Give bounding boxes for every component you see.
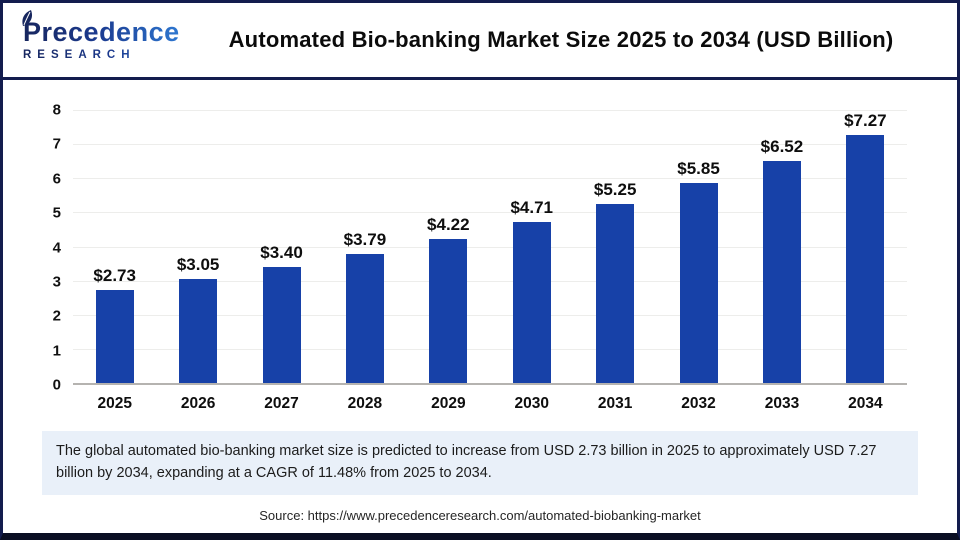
gridline: [73, 246, 907, 248]
bar-cell-2031: $5.25: [573, 110, 656, 383]
gridline: [73, 178, 907, 180]
x-tick-label-2031: 2031: [597, 395, 633, 412]
chart-title: Automated Bio-banking Market Size 2025 t…: [228, 27, 894, 52]
bar-cell-2027: $3.40: [240, 110, 323, 383]
gridline: [73, 110, 907, 111]
y-tick-label: 0: [52, 376, 61, 394]
bar-2029: [429, 239, 468, 383]
header-divider: [3, 77, 957, 80]
x-axis: 2025 2026 2027 2028 2029 2030 2031 2032 2033 2034: [73, 395, 907, 413]
gridline: [73, 280, 907, 282]
plot-area: $2.73 $3.05 $3.40 $3.79 $4.22 $4.71 $5.25 $5.85…: [73, 110, 907, 385]
y-tick-label: 8: [52, 101, 61, 119]
x-tick-label-2025: 2025: [97, 395, 132, 412]
bar-value-label-2033: $6.52: [760, 136, 804, 156]
bar-cell-2032: $5.85: [657, 110, 740, 383]
bar-cell-2028: $3.79: [323, 110, 406, 383]
bar-cell-2025: $2.73: [73, 110, 156, 383]
y-tick-label: 3: [52, 273, 61, 291]
source-text: Source: https://www.precedenceresearch.c…: [259, 507, 701, 523]
bar-value-label-2034: $7.27: [844, 110, 887, 130]
plot-column: $2.73 $3.05 $3.40 $3.79 $4.22 $4.71 $5.25 $5.85…: [73, 110, 907, 413]
gridline: [73, 212, 907, 214]
y-tick-label: 2: [52, 307, 61, 325]
leaf-icon: [21, 10, 36, 33]
x-tick-label-2032: 2032: [681, 395, 716, 412]
bar-2030: [512, 222, 551, 383]
header: Precedence RESEARCH Automated Bio-bankin…: [3, 3, 957, 77]
bar-chart: 0 1 2 3 4 5 6 7 8 $2.73 $3.05 $3.40 $3.79 $4.22 $4.71…: [3, 80, 957, 413]
bar-cell-2034: $7.27: [824, 110, 907, 383]
bar-2025: [95, 289, 134, 383]
gridline: [73, 314, 907, 316]
precedence-research-logo: Precedence RESEARCH: [19, 10, 187, 61]
x-tick-label-2026: 2026: [180, 395, 216, 412]
bar-2027: [262, 266, 301, 383]
y-tick-label: 7: [52, 135, 61, 153]
bars-row: $2.73 $3.05 $3.40 $3.79 $4.22 $4.71 $5.25 $5.85…: [73, 110, 907, 383]
x-tick-label-2029: 2029: [431, 395, 466, 412]
logo-subtitle: RESEARCH: [23, 49, 187, 61]
y-axis: 0 1 2 3 4 5 6 7 8: [29, 103, 73, 393]
bar-value-label-2025: $2.73: [93, 265, 136, 285]
x-tick-label-2030: 2030: [514, 395, 549, 412]
bar-2032: [679, 183, 718, 383]
bar-cell-2026: $3.05: [156, 110, 239, 383]
bar-value-label-2031: $5.25: [593, 179, 637, 199]
y-tick-label: 6: [52, 170, 61, 188]
y-tick-label: 4: [52, 239, 61, 256]
gridline: [73, 144, 907, 146]
bar-2031: [596, 203, 635, 383]
bar-cell-2030: $4.71: [490, 110, 573, 383]
bar-value-label-2028: $3.79: [343, 229, 387, 249]
gridlines: [73, 110, 907, 383]
y-tick-label: 1: [52, 342, 61, 360]
gridline: [73, 348, 907, 350]
bar-cell-2033: $6.52: [740, 110, 823, 383]
bar-2028: [345, 253, 384, 383]
summary-note: The global automated bio-banking market …: [42, 431, 918, 495]
x-tick-label-2027: 2027: [264, 395, 299, 412]
x-tick-label-2033: 2033: [764, 395, 800, 412]
y-tick-label: 5: [52, 204, 61, 222]
x-tick-label-2034: 2034: [848, 395, 883, 412]
bar-2026: [179, 278, 218, 383]
bar-cell-2029: $4.22: [407, 110, 490, 383]
x-tick-label-2028: 2028: [347, 395, 383, 412]
bar-value-label-2029: $4.22: [427, 215, 470, 234]
bar-value-label-2026: $3.05: [176, 254, 220, 274]
bar-value-label-2027: $3.40: [260, 242, 303, 262]
bar-value-label-2032: $5.85: [677, 159, 720, 179]
bar-value-label-2030: $4.71: [510, 198, 553, 218]
logo-name: Precedence: [23, 19, 187, 46]
bar-2034: [846, 134, 885, 383]
bar-2033: [762, 160, 801, 383]
